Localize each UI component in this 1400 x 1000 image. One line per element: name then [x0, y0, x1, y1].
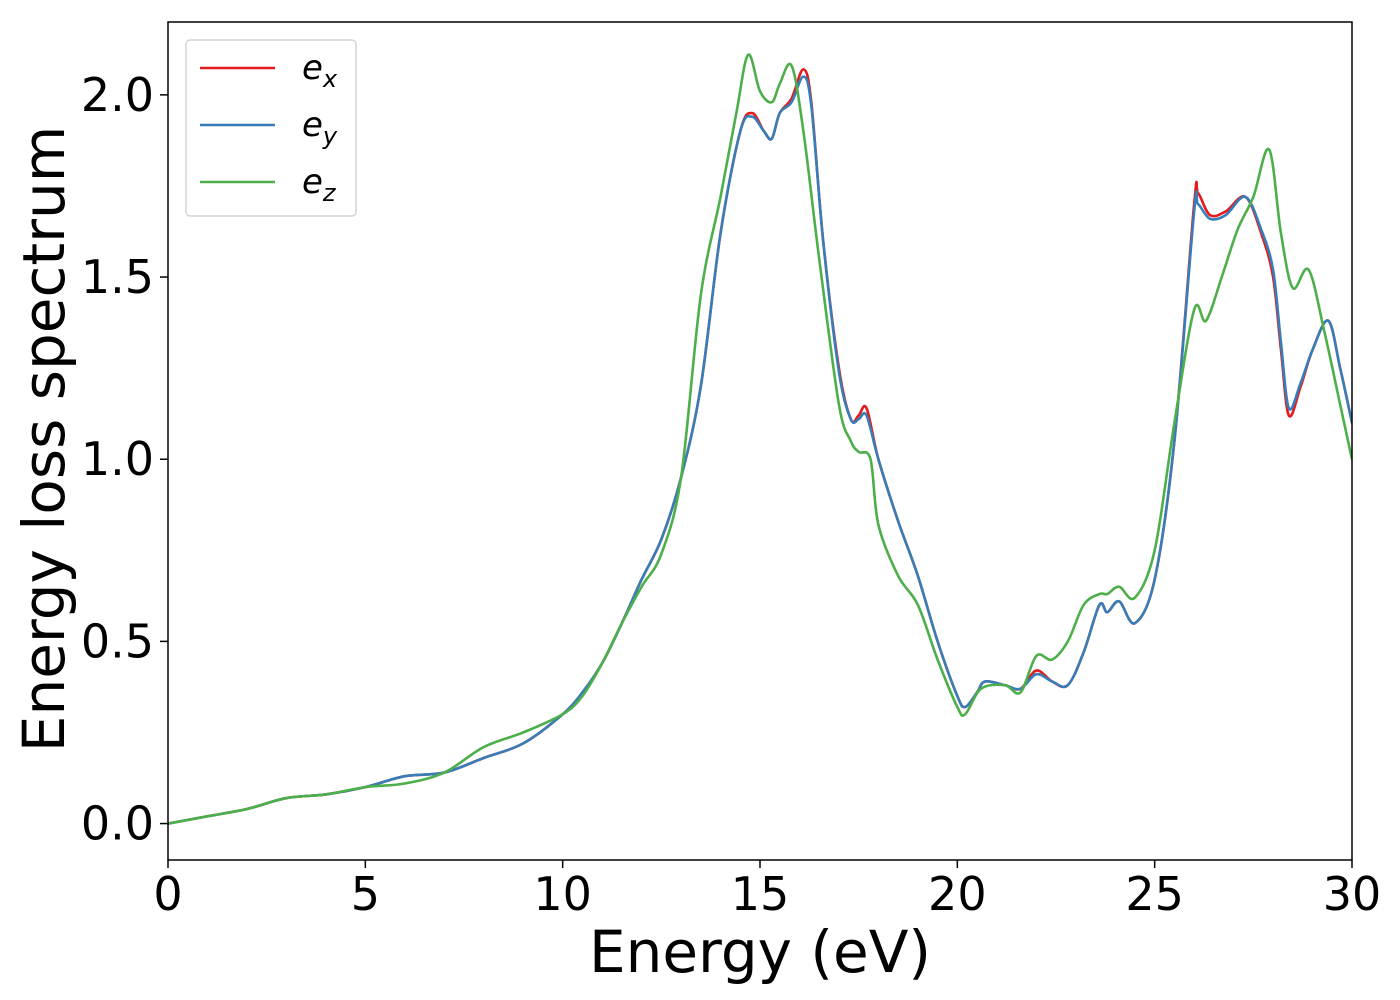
y-tick-label: 0.0	[81, 797, 154, 851]
legend-label-base: e	[302, 162, 323, 202]
legend-label-z: ez	[302, 162, 337, 207]
x-tick-label: 15	[731, 867, 790, 921]
y-tick-label: 1.0	[81, 432, 154, 486]
x-tick-label: 5	[351, 867, 380, 921]
legend-label-subscript: z	[322, 179, 337, 207]
x-tick-label: 25	[1125, 867, 1184, 921]
legend-label-x: ex	[302, 48, 338, 93]
x-tick-label: 0	[153, 867, 182, 921]
y-axis-label: Energy loss spectrum	[10, 126, 78, 752]
legend-label-subscript: x	[322, 65, 338, 93]
legend-label-subscript: y	[322, 122, 338, 150]
y-tick-label: 2.0	[81, 68, 154, 122]
ticks-layer: 0 5 10 15 20 25 30 0.0 0.5 1.0 1.5 2.0	[81, 68, 1381, 921]
legend-label-y: ey	[302, 105, 338, 150]
x-axis-label: Energy (eV)	[589, 918, 931, 986]
legend-label-base: e	[302, 105, 323, 145]
x-tick-label: 20	[928, 867, 987, 921]
legend-label-base: e	[302, 48, 323, 88]
series-line-z	[168, 53, 1352, 825]
x-tick-label: 10	[533, 867, 592, 921]
series-layer	[168, 53, 1352, 825]
y-tick-label: 1.5	[81, 250, 154, 304]
x-tick-label: 30	[1323, 867, 1382, 921]
y-tick-label: 0.5	[81, 614, 154, 668]
legend-box	[185, 39, 357, 217]
